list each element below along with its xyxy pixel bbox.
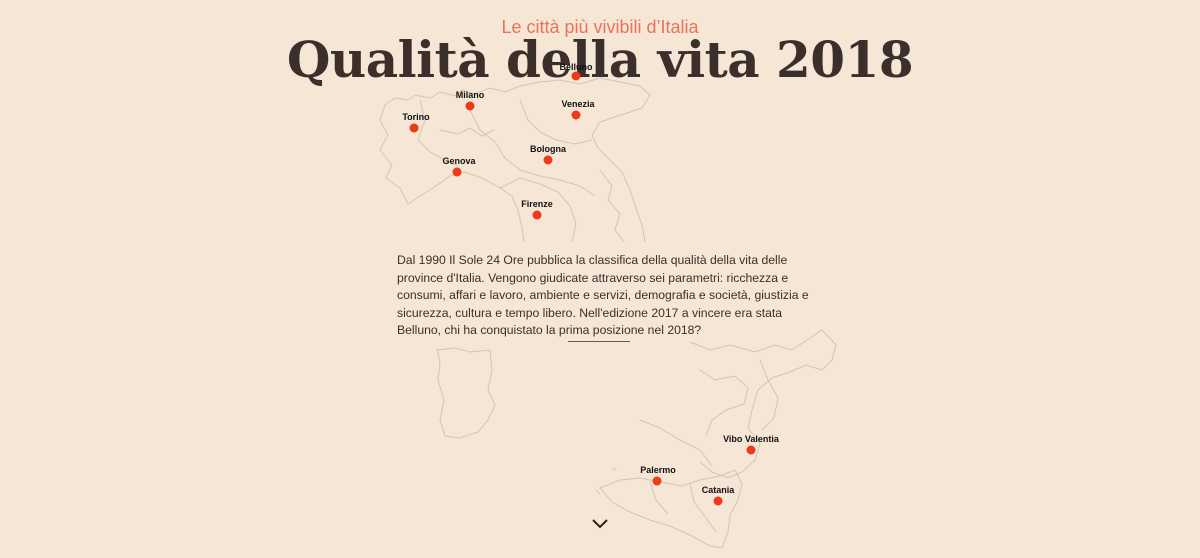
map-outline-south (436, 347, 496, 439)
map-region-line-7 (699, 369, 749, 437)
intro-paragraph: Dal 1990 Il Sole 24 Ore pubblica la clas… (397, 253, 809, 338)
city-label: Belluno (559, 62, 593, 72)
map-region-line-11 (689, 483, 717, 533)
city-label: Milano (455, 90, 485, 100)
map-region-line-5 (599, 169, 625, 243)
city-dot (571, 110, 581, 120)
map-outline-calabria (689, 329, 837, 479)
map-island-2 (611, 467, 617, 471)
city-dot (571, 71, 581, 81)
city-label: Palermo (640, 465, 676, 475)
section-divider (568, 341, 630, 342)
map-region-line-9 (639, 419, 713, 467)
city-label: Vibo Valentia (723, 434, 779, 444)
map-region-line-8 (759, 359, 779, 431)
city-label: Firenze (521, 199, 553, 209)
city-dot (465, 101, 475, 111)
city-dot (713, 496, 723, 506)
page-kicker: Le città più vivibili d’Italia (501, 17, 699, 37)
city-label: Bologna (530, 144, 566, 154)
city-dot (452, 167, 462, 177)
city-dot (543, 155, 553, 165)
city-label: Venezia (561, 99, 595, 109)
city-label: Catania (701, 485, 735, 495)
city-label: Genova (442, 156, 476, 166)
map-region-line-10 (649, 481, 669, 515)
city-label: Torino (402, 112, 430, 122)
chevron-down-icon[interactable] (588, 516, 612, 532)
map-region-line-1 (417, 99, 459, 167)
map-outline-northwest (384, 77, 651, 243)
city-dot (652, 476, 662, 486)
page-title: Qualità della vita 2018 (286, 30, 914, 89)
map-outline-sicily (599, 469, 743, 549)
map-region-line-6 (439, 127, 495, 137)
map-region-line-4 (499, 177, 577, 243)
map-island-1 (595, 489, 601, 495)
city-dot (746, 445, 756, 455)
city-dot (409, 123, 419, 133)
map-region-line-3 (519, 99, 593, 145)
city-dot (532, 210, 542, 220)
map-outline-west (379, 104, 525, 243)
